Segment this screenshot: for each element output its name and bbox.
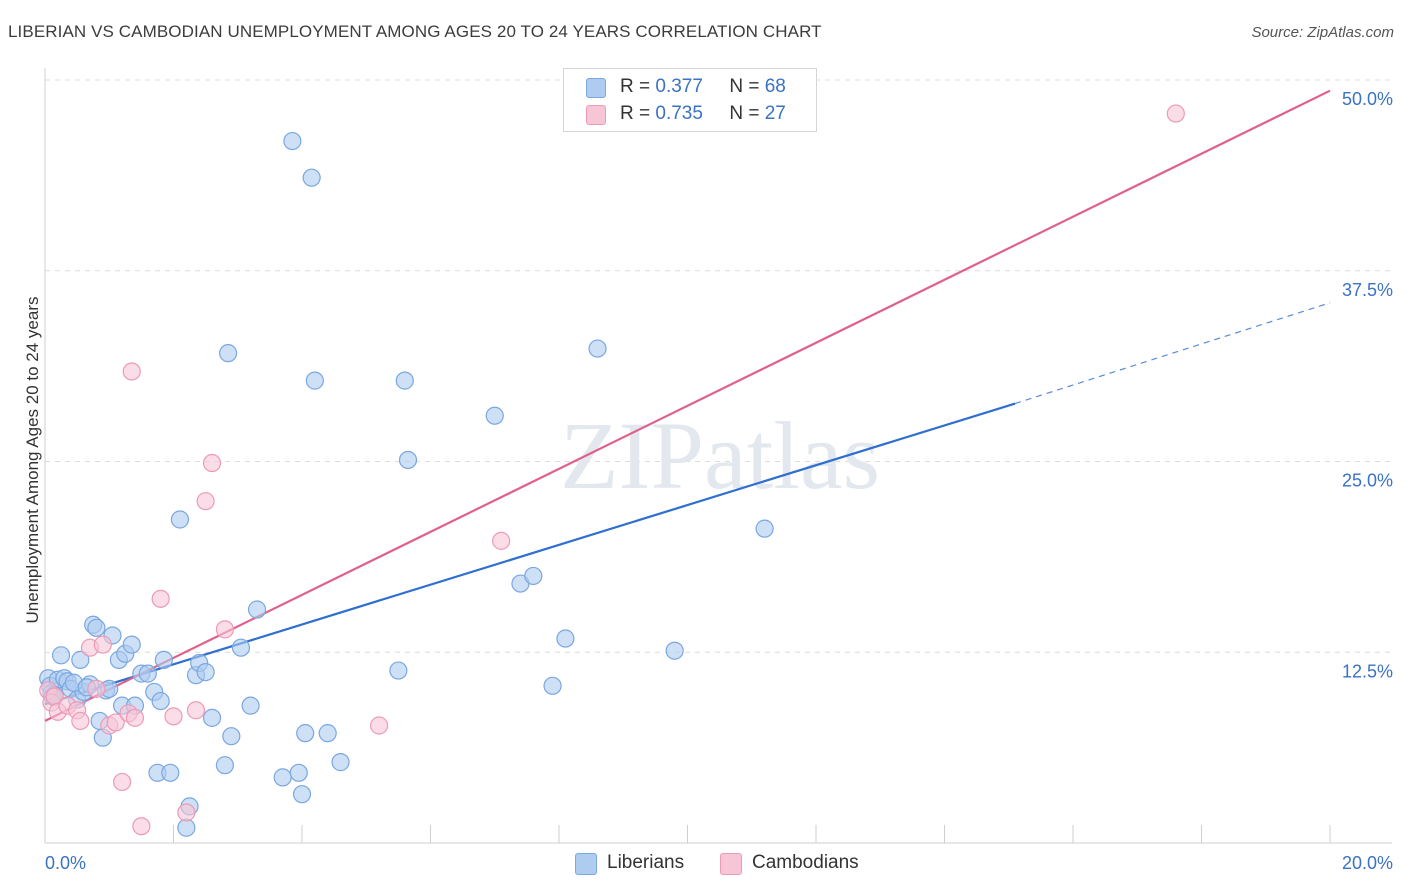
cambodians-point — [122, 362, 141, 381]
liberians-r-value: 0.377 — [655, 76, 703, 97]
liberians-point — [289, 763, 308, 782]
cambodians-r-value: 0.735 — [655, 103, 703, 124]
liberians-point — [241, 696, 260, 715]
liberians-point — [543, 676, 562, 695]
liberians-legend-label: Liberians — [607, 852, 685, 873]
liberians-point — [283, 131, 302, 151]
liberians-point — [524, 566, 543, 586]
liberians-point — [51, 646, 71, 665]
data-points — [39, 104, 1185, 837]
liberians-point — [755, 519, 774, 538]
liberians-point — [170, 510, 190, 529]
cambodians-point — [71, 711, 90, 731]
cambodians-point — [112, 772, 132, 792]
liberians-point — [296, 724, 315, 743]
liberians-point — [318, 724, 337, 743]
liberians-point — [177, 818, 196, 837]
liberians-point — [222, 727, 241, 746]
cambodians-n-value: 27 — [764, 103, 786, 124]
n-label: N = — [729, 103, 760, 124]
r-label: R = — [620, 103, 651, 124]
liberians-point — [556, 629, 575, 648]
liberians-legend-swatch — [575, 853, 597, 875]
cambodians-legend-swatch — [720, 853, 742, 875]
liberians-point — [665, 641, 684, 660]
liberians-point — [151, 691, 170, 711]
axis-labels: 12.5% 25.0% 37.5% 50.0% 0.0% 20.0% Unemploymen… — [23, 89, 1393, 873]
trend-lines — [44, 89, 1331, 722]
liberians-point — [331, 753, 350, 772]
liberians-point — [231, 638, 251, 657]
trend-line-liberians — [44, 402, 1016, 706]
cambodians-point — [132, 817, 151, 836]
cambodians-point — [87, 679, 106, 698]
cambodians-swatch — [586, 105, 606, 125]
cambodians-point — [492, 531, 511, 550]
trend-extension-liberians — [1014, 302, 1331, 405]
liberians-point — [292, 785, 312, 804]
cambodians-point — [186, 701, 206, 720]
cambodians-point — [93, 635, 112, 654]
y-axis-title: Unemployment Among Ages 20 to 24 years — [23, 297, 42, 624]
cambodians-point — [177, 803, 196, 822]
cambodians-point — [151, 589, 170, 608]
liberians-point — [485, 406, 504, 425]
r-label: R = — [620, 76, 651, 97]
cambodians-point — [202, 453, 222, 473]
liberians-point — [138, 664, 157, 683]
trend-line-cambodians — [44, 89, 1331, 722]
cambodians-point — [125, 708, 145, 727]
liberians-point — [398, 450, 418, 470]
liberians-point — [247, 600, 267, 619]
cambodians-point — [196, 492, 215, 511]
liberians-point — [395, 371, 414, 390]
cambodians-point — [164, 707, 183, 726]
y-tick-label: 25.0% — [1342, 471, 1393, 491]
x-tick-label: 20.0% — [1342, 853, 1393, 873]
liberians-point — [154, 650, 173, 669]
watermark: ZIPatlas — [560, 402, 880, 509]
liberians-point — [87, 618, 106, 637]
gridlines — [45, 79, 1392, 653]
liberians-point — [389, 661, 408, 680]
x-tick-label: 0.0% — [45, 853, 86, 873]
cambodians-point — [1166, 104, 1185, 123]
cambodians-legend-label: Cambodians — [752, 852, 859, 873]
liberians-point — [588, 339, 607, 358]
liberians-swatch — [586, 78, 606, 98]
liberians-point — [302, 168, 321, 187]
chart-title: LIBERIAN VS CAMBODIAN UNEMPLOYMENT AMONG… — [8, 22, 822, 41]
cambodians-point — [370, 716, 389, 735]
liberians-point — [305, 371, 324, 390]
axes — [44, 68, 1392, 844]
cambodians-point — [215, 620, 234, 639]
liberians-point — [202, 708, 222, 727]
liberians-point — [122, 635, 141, 654]
y-tick-label: 12.5% — [1342, 661, 1393, 681]
correlation-legend: R = 0.377 N = 68 R = 0.735 N = 27 — [563, 68, 817, 132]
liberians-point — [273, 768, 292, 787]
y-tick-label: 50.0% — [1342, 89, 1393, 109]
liberians-point — [196, 662, 215, 682]
liberians-n-value: 68 — [764, 76, 786, 97]
source-credit: Source: ZipAtlas.com — [1251, 24, 1394, 41]
liberians-point — [215, 756, 234, 775]
liberians-point — [161, 763, 180, 782]
liberians-point — [71, 650, 90, 669]
n-label: N = — [729, 76, 760, 97]
y-tick-label: 37.5% — [1342, 280, 1393, 300]
cambodians-point — [106, 713, 125, 732]
liberians-point — [219, 344, 238, 363]
